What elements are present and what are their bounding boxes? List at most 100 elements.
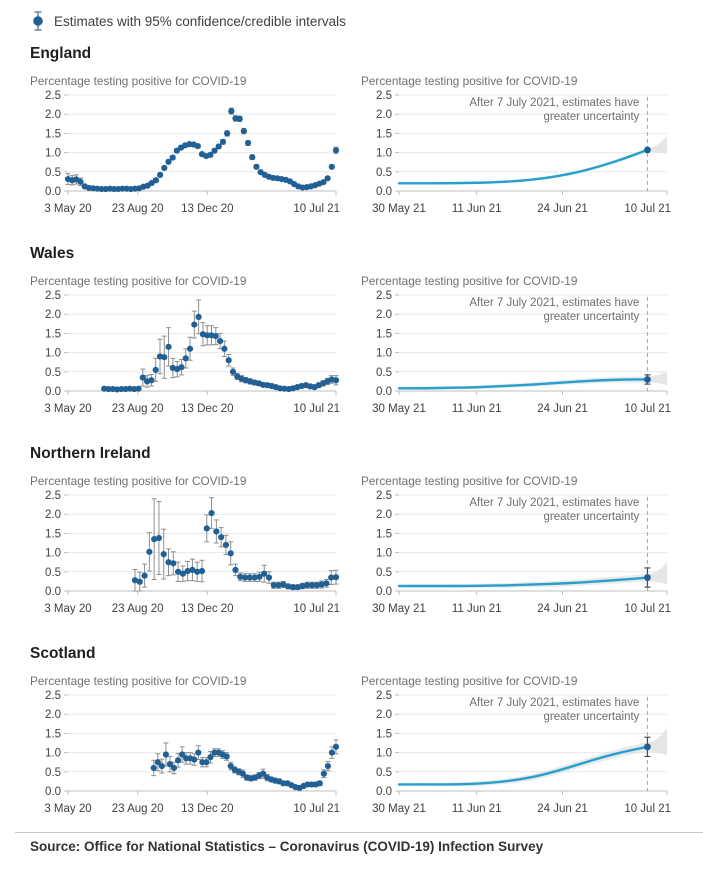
y-tick-label: 2.0 (45, 109, 61, 121)
chart-title: Percentage testing positive for COVID-19 (30, 674, 247, 688)
data-point (213, 528, 220, 535)
data-point (285, 583, 292, 590)
region-section-wales: Wales Percentage testing positive for COV… (30, 232, 681, 432)
data-point (239, 770, 246, 777)
data-point (77, 178, 84, 185)
y-tick-label: 0.0 (376, 386, 392, 398)
data-point (265, 574, 273, 581)
x-tick-label: 13 Dec 20 (181, 803, 233, 815)
data-point (165, 343, 172, 350)
data-point (328, 574, 335, 581)
x-tick-label: 11 Jun 21 (452, 803, 502, 815)
x-tick-label: 24 Jun 21 (537, 603, 588, 615)
region-section-northern-ireland: Northern Ireland Percentage testing posit… (30, 432, 681, 632)
x-tick-label: 13 Dec 20 (181, 603, 233, 615)
y-tick-label: 1.0 (376, 548, 392, 560)
data-point (158, 762, 165, 770)
data-point (320, 770, 327, 777)
y-tick-label: 0.5 (45, 767, 61, 779)
y-tick-label: 2.0 (376, 109, 392, 121)
y-tick-label: 0.0 (45, 786, 61, 798)
data-point (207, 151, 214, 159)
data-point (253, 163, 260, 170)
x-tick-label: 23 Aug 20 (112, 603, 164, 615)
y-tick-label: 2.0 (45, 709, 61, 721)
data-point (178, 364, 185, 371)
data-point (195, 313, 202, 320)
annotation-line-1: After 7 July 2021, estimates have (469, 497, 639, 509)
data-point (323, 580, 330, 587)
y-tick-label: 1.0 (45, 748, 61, 760)
data-point (148, 377, 155, 384)
data-point (165, 559, 172, 566)
y-tick-label: 0.5 (376, 167, 392, 179)
annotation-line-1: After 7 July 2021, estimates have (469, 97, 639, 109)
source-line: Source: Office for National Statistics –… (15, 832, 703, 854)
data-point (261, 570, 268, 577)
trend-line (397, 378, 649, 390)
charts-row: Percentage testing positive for COVID-19… (30, 673, 681, 819)
data-point (150, 764, 157, 772)
data-point (260, 770, 267, 777)
y-tick-label: 1.0 (376, 748, 392, 760)
annotation-line-1: After 7 July 2021, estimates have (469, 297, 639, 309)
projection-chart: Percentage testing positive for COVID-19… (361, 473, 681, 619)
data-point (191, 756, 198, 763)
region-heading: Scotland (30, 645, 96, 662)
data-point (222, 541, 230, 549)
data-point (244, 139, 252, 147)
data-point (169, 154, 176, 161)
data-point (289, 584, 297, 591)
history-chart-svg: 0.0 0.5 1.0 1.5 2.0 2.5 3 May 20 23 Aug 20 13 De… (44, 290, 340, 415)
data-point (118, 385, 125, 393)
data-point (313, 582, 320, 589)
trend-line (397, 148, 649, 185)
data-point (184, 567, 191, 575)
data-point (256, 573, 263, 580)
annotation-line-2: greater uncertainty (544, 111, 640, 123)
chart-title: Percentage testing positive for COVID-19 (361, 274, 578, 288)
data-point (182, 355, 189, 362)
y-tick-label: 2.5 (376, 290, 392, 302)
charts-row: Percentage testing positive for COVID-19… (30, 473, 681, 619)
data-point (161, 354, 168, 361)
x-tick-label: 10 Jul 21 (624, 803, 671, 815)
regions-container: England Percentage testing positive for C… (30, 32, 681, 832)
data-point (251, 574, 258, 581)
data-point (161, 164, 168, 172)
data-point (208, 509, 215, 517)
y-tick-label: 2.5 (45, 490, 61, 502)
y-tick-label: 2.0 (45, 309, 61, 321)
history-chart: Percentage testing positive for COVID-19… (30, 473, 350, 619)
chart-title: Percentage testing positive for COVID-19 (361, 674, 578, 688)
data-point (232, 566, 239, 573)
y-tick-label: 1.5 (45, 528, 61, 540)
history-chart-svg: 0.0 0.5 1.0 1.5 2.0 2.5 3 May 20 23 Aug 20 13 De… (44, 490, 340, 615)
data-point (241, 574, 249, 581)
y-tick-label: 1.0 (45, 548, 61, 560)
error-bars-group (132, 497, 339, 592)
x-tick-label: 30 May 21 (372, 403, 426, 415)
y-tick-label: 1.5 (376, 328, 392, 340)
trend-line (397, 576, 649, 588)
data-point (275, 582, 282, 589)
x-tick-label: 30 May 21 (372, 803, 426, 815)
y-tick-label: 2.5 (45, 690, 61, 702)
y-tick-label: 2.0 (376, 709, 392, 721)
data-point (246, 574, 253, 581)
y-tick-label: 0.0 (45, 386, 61, 398)
projection-chart: Percentage testing positive for COVID-19… (361, 273, 681, 419)
data-point (215, 143, 222, 150)
x-tick-label: 10 Jul 21 (624, 603, 671, 615)
data-point (249, 154, 256, 161)
y-tick-label: 1.5 (376, 128, 392, 140)
charts-row: Percentage testing positive for COVID-19… (30, 273, 681, 419)
data-point (131, 577, 139, 584)
x-tick-label: 10 Jul 21 (624, 403, 671, 415)
annotation-line-1: After 7 July 2021, estimates have (469, 697, 639, 709)
data-point (280, 581, 287, 588)
data-point (135, 385, 142, 392)
y-tick-label: 1.5 (376, 528, 392, 540)
confidence-band (399, 147, 648, 185)
data-point (207, 754, 214, 761)
